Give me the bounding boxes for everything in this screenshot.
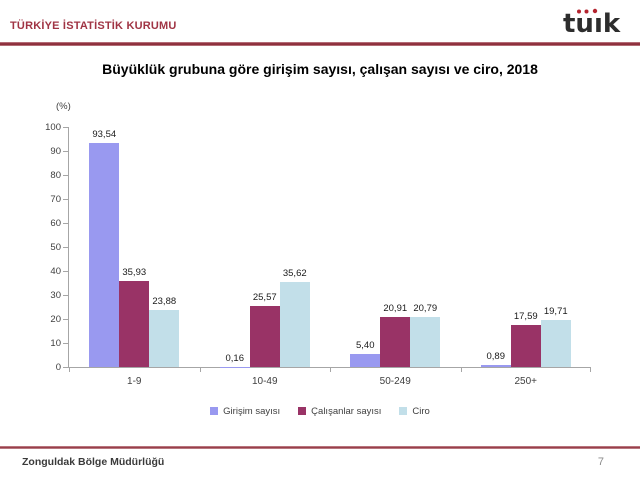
legend-item: Ciro — [399, 405, 430, 417]
x-category-label: 50-249 — [379, 376, 411, 387]
x-category-label: 10-49 — [251, 376, 278, 387]
bar-value-label: 25,57 — [252, 291, 277, 303]
bar-value-label: 0,16 — [225, 352, 245, 364]
legend-label: Ciro — [412, 405, 430, 417]
bar-value-label: 35,62 — [282, 267, 307, 279]
x-axis-tick — [330, 368, 331, 372]
x-axis-tick — [590, 368, 591, 372]
y-axis-tick — [63, 246, 68, 248]
bar--al-anlar-say-s--1-9 — [119, 280, 150, 367]
y-axis-tick — [63, 126, 68, 128]
footer-department: Zonguldak Bölge Müdürlüğü — [22, 456, 165, 468]
bar-value-label: 35,93 — [122, 266, 147, 278]
y-axis-tick — [63, 294, 68, 296]
y-axis-label: 20 — [50, 314, 61, 325]
bar-value-label: 23,88 — [152, 295, 177, 307]
y-axis-tick — [63, 270, 68, 272]
org-title: TÜRKİYE İSTATİSTİK KURUMU — [10, 20, 177, 32]
y-axis-tick — [63, 174, 68, 176]
bar-ciro-10-49 — [279, 281, 310, 367]
y-axis-label: 90 — [50, 146, 61, 157]
bar-value-label: 20,79 — [413, 303, 438, 315]
x-axis-tick — [460, 368, 462, 372]
page-number: 7 — [597, 456, 604, 468]
y-axis-label: 0 — [55, 362, 61, 373]
plot-area: 0 10 20 30 40 50 60 70 80 90 100 93,54 35,93 23,88 1-9… — [45, 122, 591, 387]
y-axis-tick — [63, 318, 68, 320]
legend-swatch-icon — [210, 407, 219, 415]
y-axis-label: 30 — [50, 290, 61, 301]
y-axis-label: 40 — [50, 266, 61, 277]
y-axis-tick — [63, 150, 68, 152]
bar-value-label: 5,40 — [356, 340, 375, 352]
y-axis-tick — [63, 198, 68, 200]
y-axis-label: 10 — [50, 338, 61, 349]
bar--al-anlar-say-s--50-249 — [380, 316, 411, 367]
legend-label: Çalışanlar sayısı — [311, 405, 382, 417]
svg-text:tuık: tuık — [563, 9, 621, 37]
x-axis-tick — [199, 368, 201, 372]
legend-item: Girişim sayısı — [210, 406, 280, 417]
legend-item: Çalışanlar sayısı — [298, 406, 381, 417]
bar-value-label: 20,91 — [383, 302, 408, 314]
bar--al-anlar-say-s--250+ — [510, 324, 541, 367]
bar-ciro-50-249 — [410, 317, 441, 367]
y-axis-tick — [63, 222, 68, 224]
legend-swatch-icon — [399, 407, 408, 415]
bar-value-label: 0,89 — [486, 350, 506, 362]
bar-giri-im-say-s--1-9 — [89, 142, 120, 367]
chart-title: Büyüklük grubuna göre girişim sayısı, ça… — [102, 61, 538, 77]
y-axis-unit-label: (%) — [56, 101, 71, 112]
y-axis-label: 70 — [50, 194, 61, 205]
footer-divider — [0, 446, 640, 449]
bar-value-label: 93,54 — [92, 128, 117, 140]
header-divider — [0, 42, 640, 46]
x-category-label: 250+ — [514, 376, 538, 387]
x-category-label: 1-9 — [127, 376, 142, 387]
chart-legend: Girişim sayısı Çalışanlar sayısı Ciro — [0, 403, 640, 419]
y-axis-label: 60 — [50, 218, 61, 229]
y-axis-tick — [63, 366, 68, 368]
bar-ciro-250+ — [540, 319, 571, 367]
x-axis-tick — [69, 368, 70, 372]
bar-value-label: 17,59 — [513, 310, 538, 322]
tuik-logo: tuık — [563, 8, 621, 37]
y-axis-label: 50 — [50, 242, 61, 253]
y-axis-label: 100 — [45, 122, 61, 133]
legend-label: Girişim sayısı — [223, 405, 281, 417]
bar-giri-im-say-s--250+ — [480, 364, 511, 367]
y-axis-label: 80 — [50, 170, 61, 181]
legend-swatch-icon — [298, 407, 307, 415]
bar--al-anlar-say-s--10-49 — [249, 305, 280, 367]
bar-giri-im-say-s--50-249 — [350, 354, 381, 367]
bar-value-label: 19,71 — [543, 305, 568, 317]
y-axis-tick — [63, 342, 68, 344]
bar-ciro-1-9 — [149, 309, 180, 367]
